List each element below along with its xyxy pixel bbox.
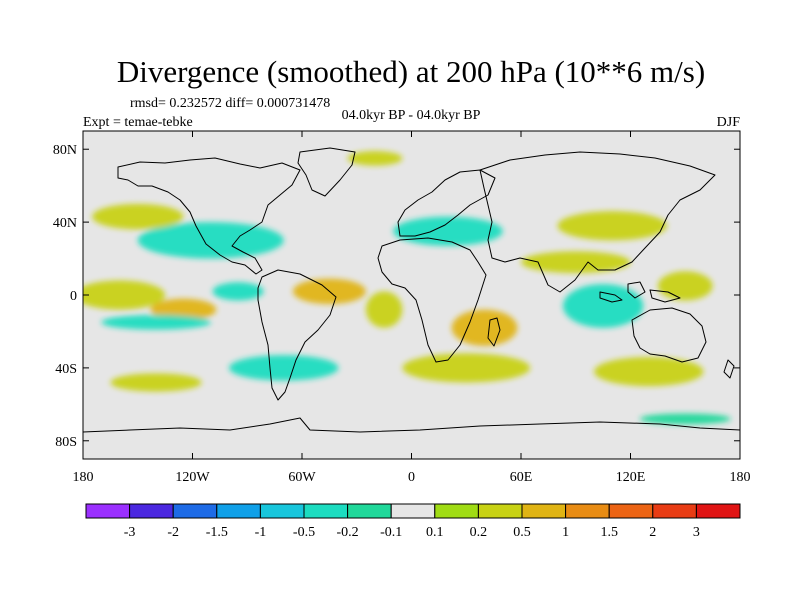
x-tick-label: 180 xyxy=(730,470,751,485)
colorbar-swatch xyxy=(216,503,261,519)
colorbar-label: -1.5 xyxy=(206,525,228,540)
y-tick-label: 40S xyxy=(55,362,77,377)
colorbar-swatch xyxy=(129,503,174,519)
field-anomaly-blob xyxy=(101,315,211,330)
field-anomaly-blob xyxy=(639,413,731,425)
x-axis: 180 120W 60W 0 60E 120E 180 xyxy=(73,131,751,485)
colorbar-label: 2 xyxy=(649,525,656,540)
coastline-africa xyxy=(377,237,487,363)
coastline-madagascar xyxy=(487,317,501,347)
colorbar-label: -0.5 xyxy=(293,525,315,540)
field-anomaly-blob xyxy=(212,282,264,301)
colorbar-label: 0.1 xyxy=(426,525,444,540)
coastline-antarctica xyxy=(83,417,740,433)
coastlines xyxy=(83,147,740,433)
x-tick-label: 60E xyxy=(510,470,533,485)
field-anomaly-blob xyxy=(521,251,631,274)
colorbar-label: -0.2 xyxy=(337,525,359,540)
colorbar-label: 0.2 xyxy=(470,525,488,540)
field-anomaly-blob xyxy=(229,355,339,381)
colorbar-swatch xyxy=(608,503,654,519)
colorbar-swatch xyxy=(565,503,610,519)
coastline-south-america xyxy=(257,269,337,401)
colorbar-swatch xyxy=(521,503,567,519)
field-anomaly-blob xyxy=(365,291,403,328)
colorbar-swatch xyxy=(652,503,697,519)
y-tick-label: 80S xyxy=(55,435,77,450)
colorbar-label: -3 xyxy=(124,525,136,540)
field-anomaly-blob xyxy=(347,151,403,166)
colorbar-label: -0.1 xyxy=(380,525,402,540)
y-axis: 80N 40N 0 40S 80S xyxy=(53,143,740,450)
field-anomaly-blob xyxy=(451,309,518,347)
field-anomaly-blob xyxy=(83,280,166,310)
x-tick-label: 0 xyxy=(408,470,415,485)
coastline-greenland xyxy=(297,147,356,197)
divergence-field xyxy=(83,151,731,425)
colorbar-swatch xyxy=(434,503,479,519)
y-tick-label: 40N xyxy=(53,216,77,231)
colorbar-swatch xyxy=(85,503,131,519)
colorbar-label: 1 xyxy=(562,525,569,540)
field-anomaly-blob xyxy=(557,211,667,241)
period-label: 04.0kyr BP - 04.0kyr BP xyxy=(342,108,481,123)
coastline-north-america xyxy=(117,157,301,275)
field-anomaly-blob xyxy=(110,373,202,392)
colorbar-swatch xyxy=(259,503,305,519)
colorbar-label: 1.5 xyxy=(600,525,618,540)
coastline-indonesia xyxy=(599,281,681,303)
stats-label: rmsd= 0.232572 diff= 0.000731478 xyxy=(130,96,330,111)
field-anomaly-blob xyxy=(402,353,531,383)
colorbar-swatch xyxy=(172,503,218,519)
experiment-label: Expt = temae-tebke xyxy=(83,115,193,130)
x-tick-label: 180 xyxy=(73,470,94,485)
colorbar-label: 0.5 xyxy=(513,525,531,540)
x-tick-label: 120E xyxy=(616,470,646,485)
field-anomaly-blob xyxy=(92,203,184,230)
x-tick-label: 60W xyxy=(288,470,316,485)
coastline-australia xyxy=(631,307,707,363)
y-tick-label: 80N xyxy=(53,143,77,158)
field-anomaly-blob xyxy=(150,298,217,321)
coastline-asia xyxy=(479,151,716,293)
colorbar: -3 -2 -1.5 -1 -0.5 -0.2 -0.1 0.1 0.2 0.5 1 1.5 2 3 xyxy=(85,503,741,540)
y-tick-label: 0 xyxy=(70,289,77,304)
x-tick-label: 120W xyxy=(175,470,210,485)
colorbar-swatch xyxy=(695,503,741,519)
colorbar-swatch xyxy=(303,503,349,519)
field-anomaly-blob xyxy=(562,284,644,328)
chart-title: Divergence (smoothed) at 200 hPa (10**6 … xyxy=(117,54,705,89)
colorbar-label: -2 xyxy=(167,525,179,540)
coastline-europe xyxy=(397,169,496,237)
colorbar-label: -1 xyxy=(255,525,267,540)
colorbar-swatch xyxy=(347,503,392,519)
field-anomaly-blob xyxy=(657,271,713,301)
colorbar-label: 3 xyxy=(693,525,700,540)
colorbar-swatch xyxy=(390,503,436,519)
map-panel xyxy=(83,131,740,459)
field-anomaly-blob xyxy=(594,356,704,387)
season-label: DJF xyxy=(717,115,741,130)
coastline-new-zealand xyxy=(723,359,735,379)
colorbar-swatch xyxy=(477,503,523,519)
